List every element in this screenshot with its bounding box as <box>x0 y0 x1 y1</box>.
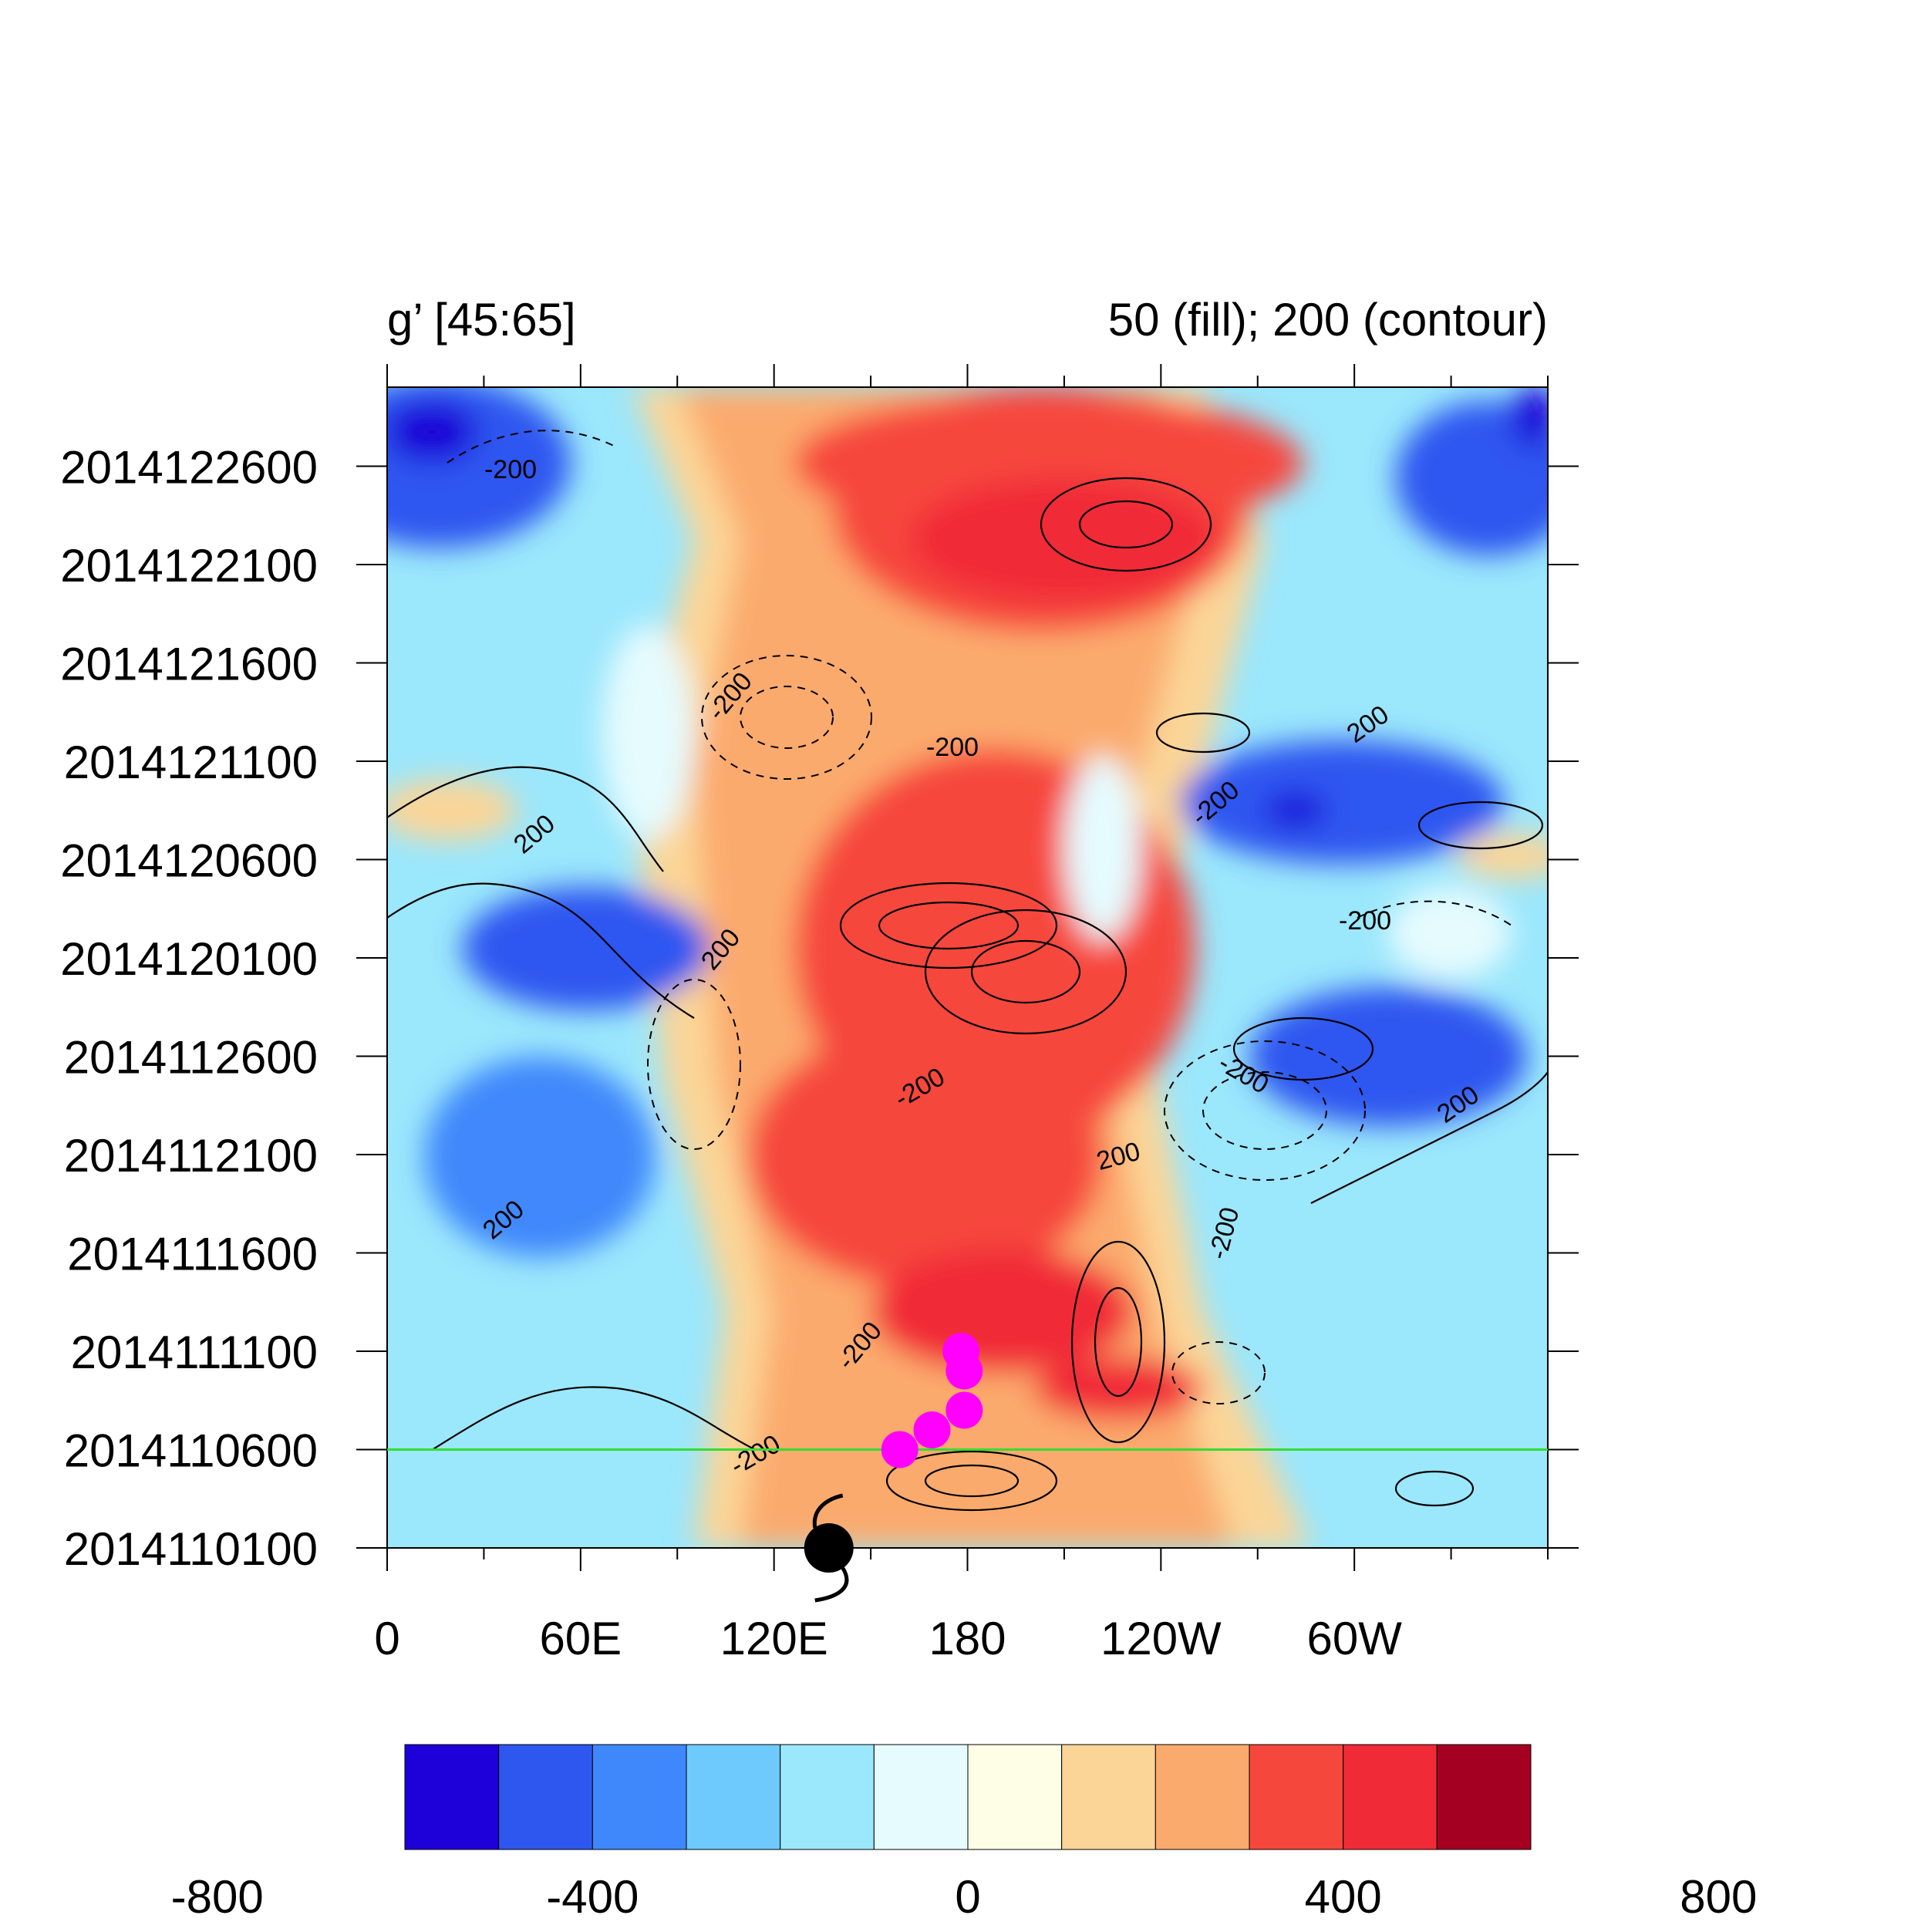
colorbar-box <box>1154 1744 1250 1850</box>
colorbar-box <box>1249 1744 1344 1850</box>
negative-contour-lines <box>447 430 1512 1404</box>
y-tick-label: 2014122600 <box>60 442 318 494</box>
colorbar-box <box>1436 1744 1532 1850</box>
overlay-layer <box>387 1333 1548 1603</box>
colorbar-box <box>873 1744 969 1850</box>
contour-label: -200 <box>1339 906 1391 936</box>
contour-lines <box>387 477 1548 1512</box>
x-tick-label: 120E <box>720 1613 828 1664</box>
track-point <box>881 1431 918 1468</box>
colorbar-box <box>1061 1744 1156 1850</box>
colorbar-box <box>780 1744 875 1850</box>
cyclone-symbol-icon <box>804 1493 854 1603</box>
y-tick-label: 2014121600 <box>60 639 318 690</box>
colorbar-labels: -800 -400 0 400 800 <box>171 1871 1758 1923</box>
colorbar-box <box>404 1744 500 1850</box>
title-left: g’ [45:65] <box>387 294 576 346</box>
colorbar-box <box>498 1744 593 1850</box>
colorbar-box <box>967 1744 1063 1850</box>
colorbar-box <box>686 1744 781 1850</box>
colorbar-label: 400 <box>1305 1871 1382 1923</box>
plot-area: -200 -200 -200 200 -200 200 -200 200 -20… <box>386 386 1549 1603</box>
title-right: 50 (fill); 200 (contour) <box>1108 294 1548 346</box>
track-point <box>945 1391 983 1429</box>
colorbar-box <box>1343 1744 1438 1850</box>
contour-label: -200 <box>926 733 979 762</box>
colorbar-label: -800 <box>171 1871 264 1923</box>
y-tick-label: 2014120600 <box>60 835 318 887</box>
y-tick-label: 2014110100 <box>64 1523 318 1575</box>
y-tick-label: 2014111600 <box>67 1229 318 1280</box>
colorbar-label: 0 <box>955 1871 980 1923</box>
axes-layer: 0 60E 120E 180 120W 60W 2014122600 2014122100 20… <box>60 364 1579 1664</box>
y-tick-label: 2014110600 <box>64 1425 318 1477</box>
x-tick-label: 60E <box>539 1613 622 1664</box>
contour-label: -200 <box>484 455 537 484</box>
y-tick-label: 2014120100 <box>60 933 318 985</box>
x-tick-label: 0 <box>374 1613 399 1664</box>
filled-field: -200 -200 -200 200 -200 200 -200 200 -20… <box>387 387 1548 1548</box>
y-tick-label: 2014111100 <box>71 1327 318 1378</box>
y-tick-label: 2014112600 <box>64 1032 318 1084</box>
track-point <box>945 1352 983 1390</box>
y-tick-label: 2014122100 <box>60 540 318 592</box>
colorbar: -800 -400 0 400 800 <box>171 1744 1758 1923</box>
track-point <box>913 1411 951 1448</box>
y-tick-label: 2014121100 <box>64 737 318 788</box>
x-tick-label: 120W <box>1101 1613 1222 1664</box>
y-tick-label: 2014112100 <box>64 1130 318 1182</box>
colorbar-label: 800 <box>1680 1871 1757 1923</box>
colorbar-box <box>592 1744 687 1850</box>
colorbar-boxes <box>404 1744 1532 1850</box>
colorbar-label: -400 <box>546 1871 639 1923</box>
x-tick-label: 180 <box>929 1613 1006 1664</box>
x-tick-label: 60W <box>1306 1613 1402 1664</box>
